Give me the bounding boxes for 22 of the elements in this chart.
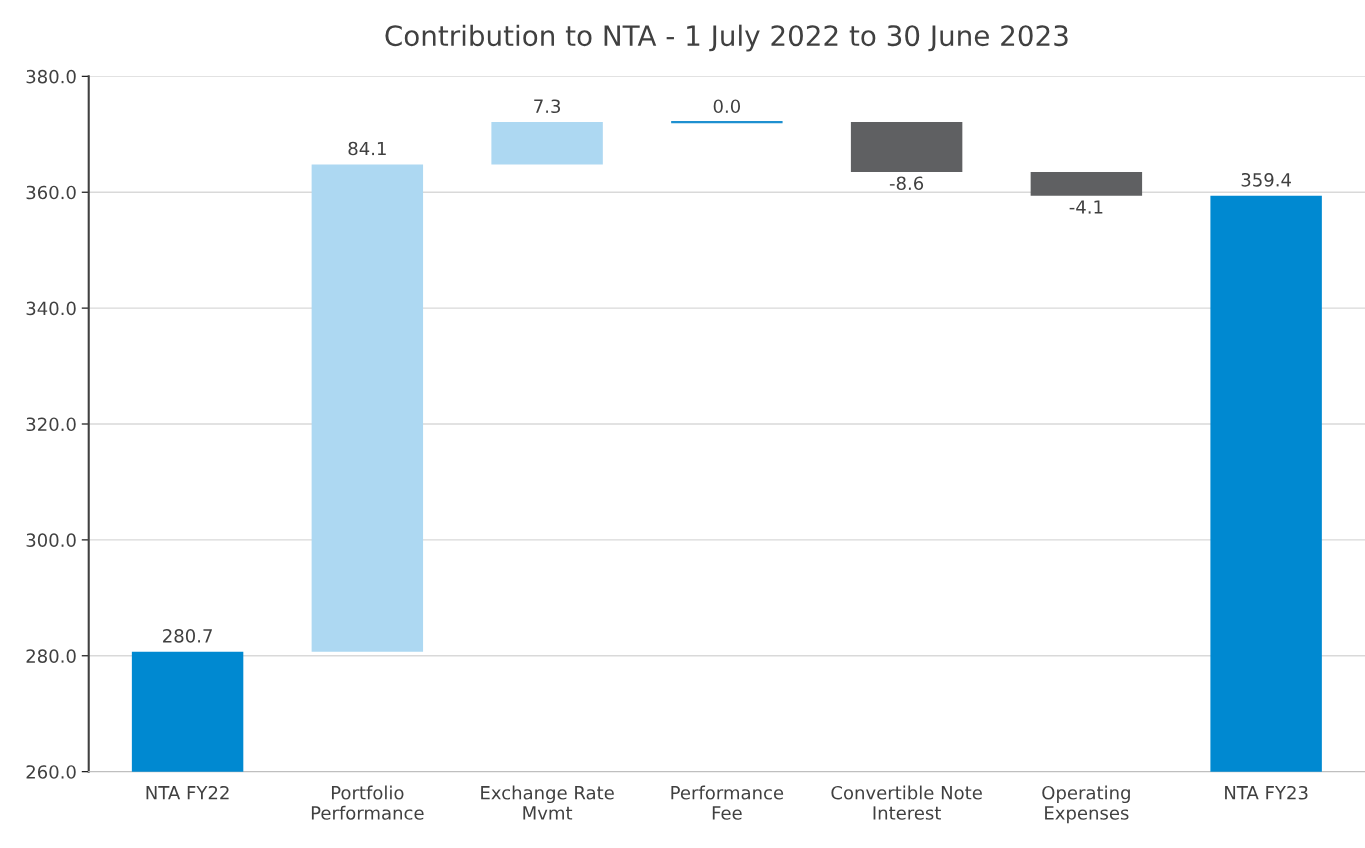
y-tick-label: 320.0 bbox=[26, 417, 76, 432]
data-label: 359.4 bbox=[1241, 172, 1291, 187]
data-label: 84.1 bbox=[348, 141, 386, 156]
x-tick-label: Convertible Note Interest bbox=[831, 785, 982, 820]
x-tick-label: Exchange Rate Mvmt bbox=[481, 785, 614, 820]
y-tick-label: 260.0 bbox=[26, 765, 76, 779]
x-tick-label: Operating Expenses bbox=[1042, 785, 1130, 824]
x-tick-label: NTA FY23 bbox=[1225, 785, 1308, 800]
x-tick-label: NTA FY22 bbox=[146, 785, 229, 800]
y-tick-label: 340.0 bbox=[26, 301, 76, 316]
data-label: -4.1 bbox=[1069, 200, 1103, 214]
data-label: -8.6 bbox=[889, 176, 924, 191]
x-tick-label: Performance Fee bbox=[671, 785, 784, 820]
y-tick-label: 280.0 bbox=[26, 649, 76, 663]
x-tick-label: Portfolio Performance bbox=[311, 785, 424, 820]
data-label: 0.0 bbox=[713, 99, 741, 114]
data-label: 7.3 bbox=[534, 99, 561, 114]
y-tick-label: 380.0 bbox=[26, 69, 76, 84]
data-label: 280.7 bbox=[163, 629, 212, 643]
y-tick-label: 360.0 bbox=[26, 185, 76, 200]
y-tick-label: 300.0 bbox=[26, 533, 76, 548]
chart-title: Contribution to NTA - 1 July 2022 to 30 June 2023 bbox=[385, 24, 1068, 52]
